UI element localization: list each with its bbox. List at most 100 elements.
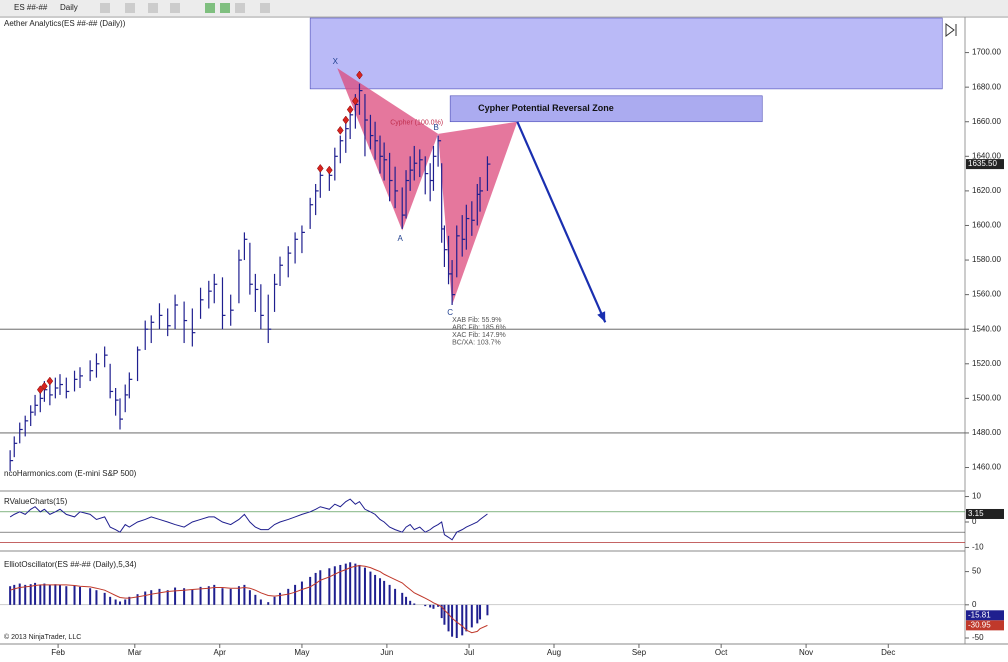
signal-diamond xyxy=(326,165,333,175)
oscillator-bar xyxy=(437,604,440,607)
y-tick-label: 1460.00 xyxy=(972,463,1001,472)
instrument-selector[interactable]: ES ##-## xyxy=(14,3,48,12)
oscillator-bar xyxy=(294,584,297,605)
signal-line xyxy=(9,565,488,634)
oscillator-bar xyxy=(65,586,68,605)
rvalue-line xyxy=(9,498,488,541)
pattern-point-label: C xyxy=(447,308,453,317)
oscillator-bar xyxy=(243,584,246,605)
y-tick-label: 1680.00 xyxy=(972,82,1001,91)
oscillator-bar xyxy=(333,566,336,605)
oscillator-bar xyxy=(183,588,186,605)
y-tick-label: 0 xyxy=(972,517,977,526)
oscillator-bar xyxy=(29,584,32,605)
oscillator-bar xyxy=(465,604,468,632)
oscillator-bar xyxy=(199,586,202,605)
x-tick-label: Feb xyxy=(51,648,65,657)
toolbar-icon[interactable] xyxy=(235,3,245,13)
oscillator-bar xyxy=(279,592,282,605)
oscillator-bar xyxy=(455,604,458,639)
fib-text: XAC Fib: 147.9% xyxy=(452,332,506,339)
harmonic-triangle xyxy=(337,68,439,231)
scroll-end-button[interactable] xyxy=(945,23,957,37)
oscillator-bar xyxy=(54,584,57,605)
y-tick-label: 1500.00 xyxy=(972,393,1001,402)
x-tick-label: Mar xyxy=(128,648,142,657)
zone xyxy=(449,95,763,123)
fib-text: BC/XA: 103.7% xyxy=(452,339,501,346)
x-tick-label: Oct xyxy=(715,648,728,657)
oscillator-bar xyxy=(89,588,92,605)
oscillator-bar xyxy=(273,596,276,605)
arrow-head xyxy=(597,311,606,323)
oscillator-bar xyxy=(124,599,127,605)
oscillator-bar xyxy=(24,584,27,605)
last-value-box xyxy=(966,159,1004,170)
oscillator-bar xyxy=(354,563,357,605)
oscillator-bar xyxy=(300,581,303,605)
oscillator-bar xyxy=(339,564,342,605)
signal-diamond xyxy=(36,385,44,395)
y-tick-label: 1480.00 xyxy=(972,428,1001,437)
oscillator-bar xyxy=(358,564,361,605)
last-value-label: 3.15 xyxy=(968,509,984,518)
oscillator-bar xyxy=(119,601,122,605)
oscillator-bar xyxy=(213,584,216,605)
oscillator-bar xyxy=(429,604,432,608)
oscillator-bar xyxy=(267,602,270,605)
y-tick-label: 1660.00 xyxy=(972,117,1001,126)
oscillator-bar xyxy=(440,604,443,619)
toolbar-icon[interactable] xyxy=(170,3,180,13)
pattern-point-label: A xyxy=(398,234,404,243)
y-tick-label: 0 xyxy=(972,600,977,609)
oscillator-bar xyxy=(314,572,317,605)
oscillator-bar xyxy=(248,590,251,605)
pattern-point-label: B xyxy=(433,123,438,132)
x-tick-label: Aug xyxy=(547,648,561,657)
oscillator-bar xyxy=(13,584,16,605)
oscillator-bar xyxy=(363,567,366,605)
signal-diamond xyxy=(336,125,344,135)
oscillator-bar xyxy=(114,599,117,605)
oscillator-bar xyxy=(221,588,224,605)
oscillator-bar xyxy=(254,594,257,605)
oscillator-bar xyxy=(150,590,153,605)
oscillator-bar xyxy=(344,563,347,605)
toolbar-icon[interactable] xyxy=(148,3,158,13)
oscillator-bar xyxy=(409,600,412,605)
signal-diamond xyxy=(342,115,350,125)
signal-diamond xyxy=(41,381,48,391)
oscillator-bar xyxy=(174,587,177,605)
y-tick-label: 1640.00 xyxy=(972,151,1001,160)
oscillator-bar xyxy=(328,568,331,605)
oscillator-bar xyxy=(73,585,76,605)
oscillator-bar xyxy=(349,562,352,605)
oscillator-bar xyxy=(18,583,21,605)
last-value-label: -30.95 xyxy=(968,620,991,629)
oscillator-bar xyxy=(95,590,98,605)
oscillator-bar xyxy=(374,574,377,605)
toolbar-icon[interactable] xyxy=(100,3,110,13)
panel-title: ElliotOscillator(ES ##-## (Daily),5,34) xyxy=(4,560,137,569)
toolbar-icon[interactable] xyxy=(220,3,230,13)
panel-title: RValueCharts(15) xyxy=(4,497,68,506)
interval-selector[interactable]: Daily xyxy=(60,3,78,12)
fib-text: XAB Fib: 55.9% xyxy=(452,317,501,324)
oscillator-bar xyxy=(461,604,464,636)
toolbar-icon[interactable] xyxy=(125,3,135,13)
y-tick-label: 1600.00 xyxy=(972,221,1001,230)
oscillator-bar xyxy=(43,583,46,605)
toolbar-icon[interactable] xyxy=(260,3,270,13)
oscillator-bar xyxy=(451,604,454,637)
oscillator-bar xyxy=(432,604,435,609)
oscillator-bar xyxy=(309,576,312,605)
y-tick-label: 1580.00 xyxy=(972,255,1001,264)
y-tick-label: 1520.00 xyxy=(972,359,1001,368)
toolbar-icon[interactable] xyxy=(205,3,215,13)
y-tick-label: 50 xyxy=(972,567,981,576)
copyright: © 2013 NinjaTrader, LLC xyxy=(4,633,81,641)
oscillator-bar xyxy=(59,584,62,605)
oscillator-bar xyxy=(401,592,404,605)
oscillator-bar xyxy=(158,588,161,605)
